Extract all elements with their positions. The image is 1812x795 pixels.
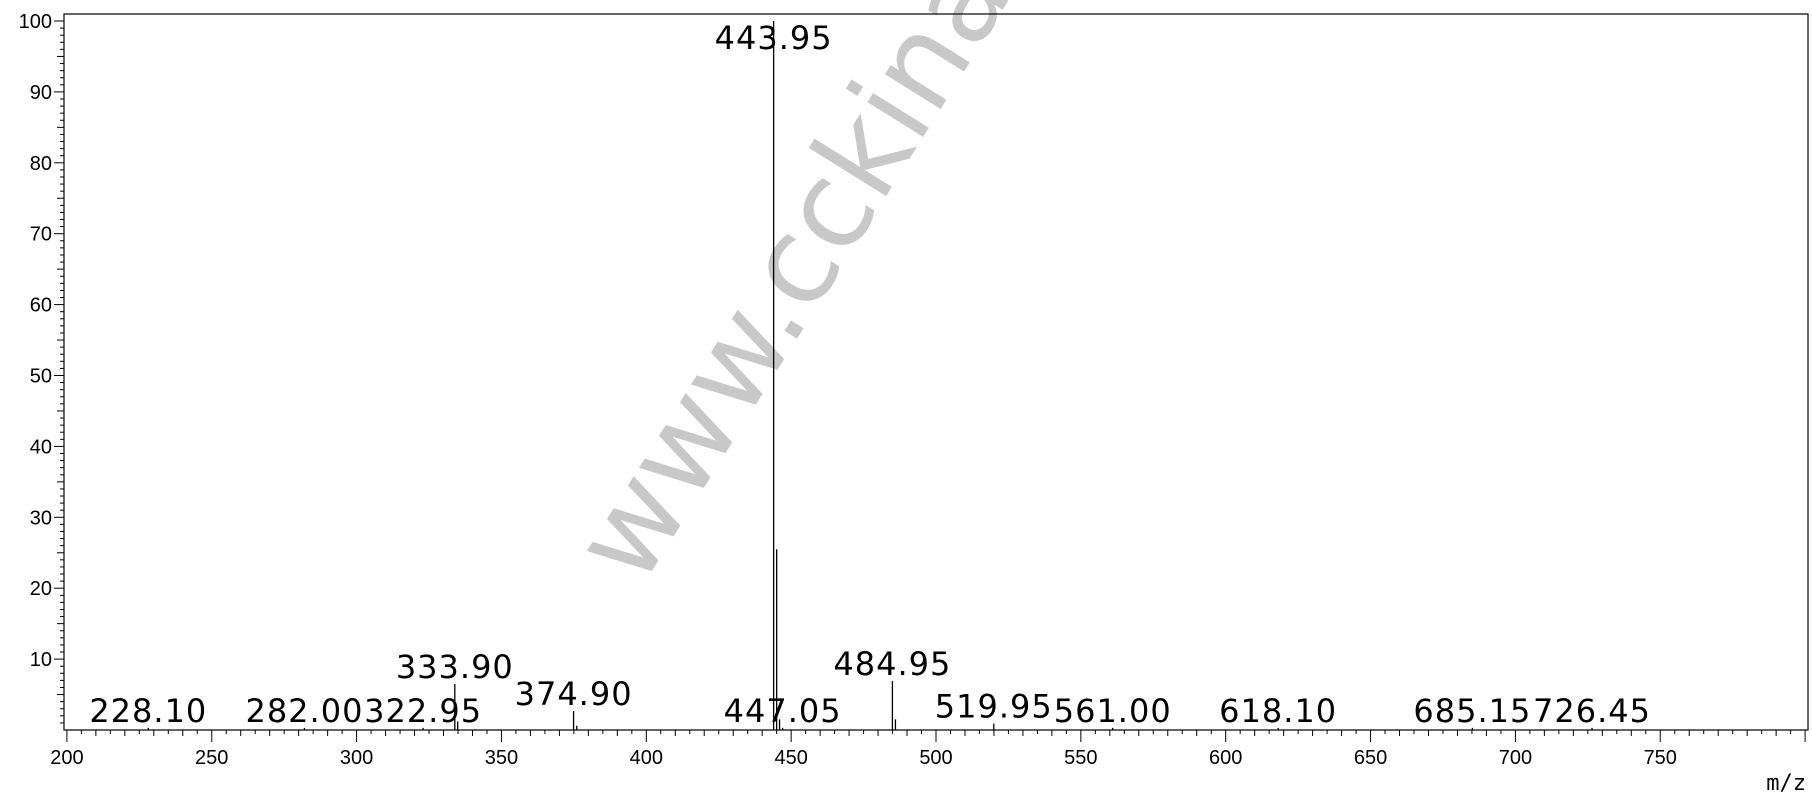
y-tick-label: 10 bbox=[30, 649, 52, 671]
y-tick-label: 20 bbox=[30, 578, 52, 600]
x-tick-label: 200 bbox=[50, 747, 83, 769]
peak-label: 333.90 bbox=[396, 648, 514, 686]
peak-lines bbox=[147, 21, 1593, 730]
x-tick-label: 450 bbox=[774, 747, 807, 769]
y-tick-label: 70 bbox=[30, 224, 52, 246]
peak-label: 618.10 bbox=[1219, 692, 1337, 730]
peak-label: 443.95 bbox=[715, 19, 833, 57]
peak-label: 726.45 bbox=[1533, 692, 1651, 730]
peak-label: 228.10 bbox=[89, 692, 207, 730]
x-tick-label: 250 bbox=[195, 747, 228, 769]
peak-label: 282.00 bbox=[245, 692, 363, 730]
y-tick-label: 60 bbox=[30, 295, 52, 317]
x-tick-label: 400 bbox=[630, 747, 663, 769]
peak-label: 447.05 bbox=[724, 692, 842, 730]
x-tick-label: 700 bbox=[1499, 747, 1532, 769]
y-tick-label: 90 bbox=[30, 82, 52, 104]
y-tick-label: 100 bbox=[19, 11, 52, 33]
watermark-text: www.cckinase.c bbox=[547, 0, 1166, 605]
peak-label: 519.95 bbox=[935, 688, 1053, 726]
peak-label: 322.95 bbox=[364, 692, 482, 730]
peak-label: 374.90 bbox=[515, 675, 633, 713]
x-tick-label: 750 bbox=[1644, 747, 1677, 769]
peak-label: 561.00 bbox=[1054, 692, 1172, 730]
x-axis: 200 250 300 350 400 450 500 550 600 650 700 750 bbox=[50, 730, 1806, 769]
y-tick-label: 50 bbox=[30, 366, 52, 388]
x-tick-label: 600 bbox=[1209, 747, 1242, 769]
peak-label: 484.95 bbox=[833, 645, 951, 683]
x-tick-label: 350 bbox=[485, 747, 518, 769]
x-tick-label: 650 bbox=[1354, 747, 1387, 769]
x-axis-title: m/z bbox=[1766, 771, 1806, 795]
x-tick-label: 500 bbox=[919, 747, 952, 769]
y-tick-label: 30 bbox=[30, 507, 52, 529]
x-tick-label: 550 bbox=[1064, 747, 1097, 769]
y-tick-label: 40 bbox=[30, 436, 52, 458]
x-tick-label: 300 bbox=[340, 747, 373, 769]
peak-label: 685.15 bbox=[1413, 692, 1531, 730]
y-axis: 10 20 30 40 50 60 70 80 90 100 bbox=[19, 11, 64, 724]
y-tick-label: 80 bbox=[30, 153, 52, 175]
